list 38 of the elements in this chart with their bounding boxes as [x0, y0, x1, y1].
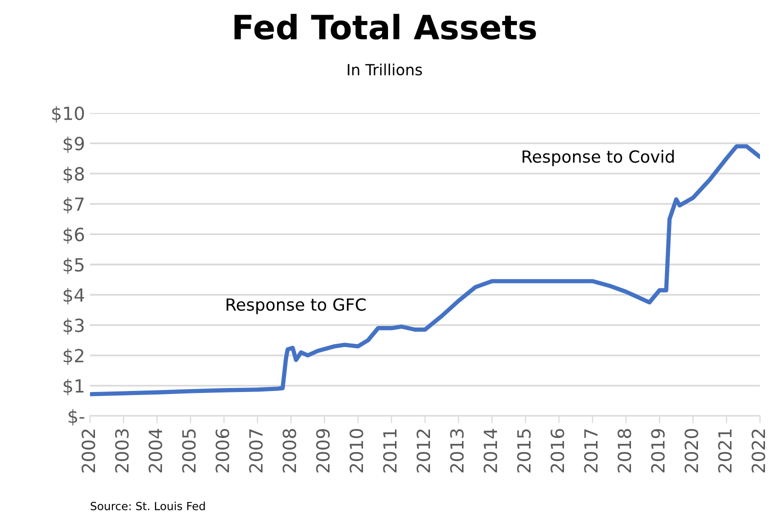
x-tick-label: 2008 — [282, 429, 296, 472]
x-tick-label: 2015 — [517, 429, 531, 472]
y-tick-label: $8 — [64, 166, 84, 184]
x-tick-label: 2011 — [383, 429, 397, 472]
x-tick-label: 2009 — [316, 429, 330, 472]
x-tick-label: 2013 — [450, 429, 464, 472]
annotation: Response to Covid — [522, 150, 674, 166]
x-tick-label: 2016 — [550, 428, 564, 472]
x-tick-label: 2004 — [148, 428, 162, 472]
line-series — [90, 144, 760, 396]
chart-subtitle: In Trillions — [348, 64, 422, 76]
x-tick-label: 2018 — [618, 429, 632, 472]
x-tick-label: 2007 — [249, 429, 263, 472]
y-tick-label: $9 — [64, 136, 84, 153]
x-tick-label: 2021 — [718, 429, 732, 472]
y-tick-label: $- — [68, 409, 84, 426]
x-tick-label: 2010 — [350, 429, 364, 472]
y-tick-label: $4 — [64, 288, 84, 304]
x-tick-label: 2003 — [115, 429, 129, 472]
x-tick-label: 2017 — [584, 429, 598, 472]
chart-title: Fed Total Assets — [234, 14, 536, 40]
x-tick-label: 2002 — [82, 430, 96, 472]
x-tick-label: 2006 — [216, 428, 230, 472]
annotation: Response to GFC — [226, 298, 366, 314]
y-tick-label: $1 — [64, 378, 84, 396]
y-tick-label: $10 — [52, 106, 84, 123]
x-tick-label: 2022 — [752, 430, 766, 472]
y-tick-label: $5 — [64, 258, 84, 274]
x-tick-label: 2019 — [651, 429, 665, 472]
y-tick-label: $7 — [64, 197, 84, 214]
x-tick-label: 2012 — [416, 430, 430, 472]
y-tick-label: $3 — [64, 318, 84, 335]
y-tick-label: $2 — [64, 348, 84, 365]
x-tick-label: 2020 — [684, 429, 698, 472]
y-tick-label: $6 — [64, 227, 84, 244]
x-tick-label: 2005 — [182, 429, 196, 472]
x-tick-label: 2014 — [484, 428, 498, 472]
source-note: Source: St. Louis Fed — [90, 502, 205, 510]
